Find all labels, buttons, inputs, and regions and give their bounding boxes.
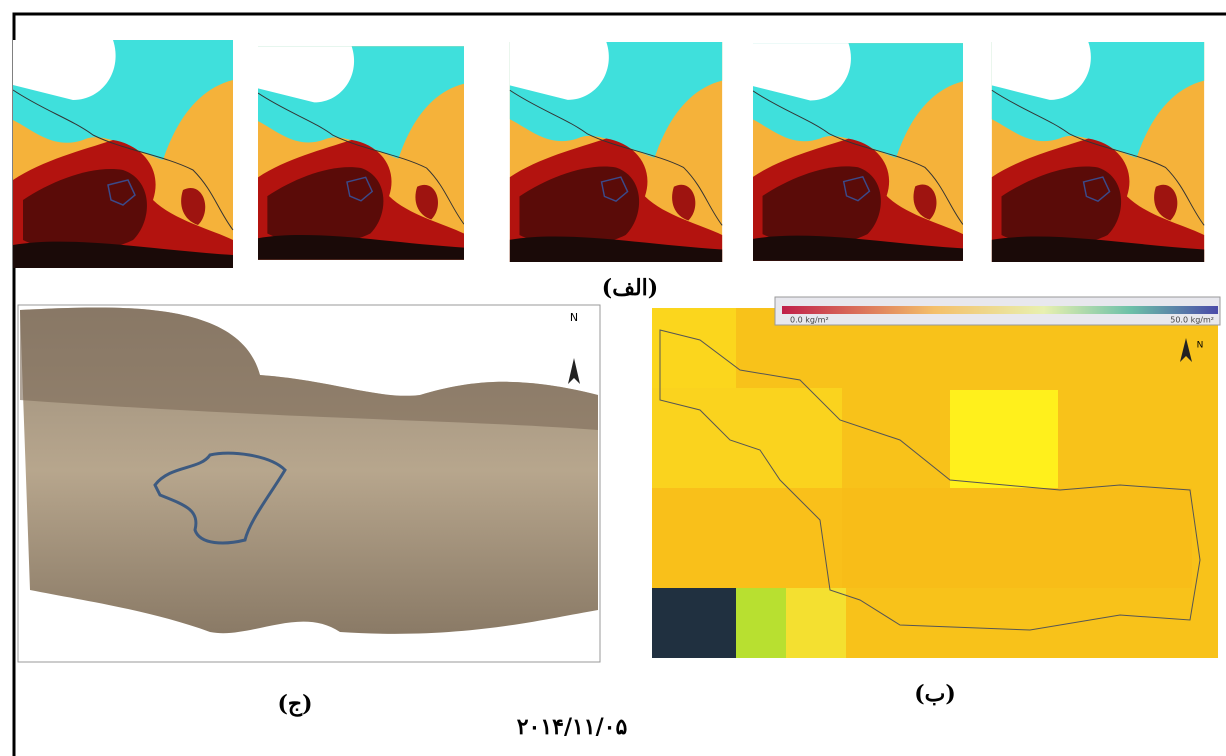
north-label: N xyxy=(570,311,578,324)
cell xyxy=(842,488,1192,588)
cell xyxy=(652,388,842,488)
panel-label: (ب) xyxy=(914,681,956,707)
dust-map xyxy=(13,40,233,268)
date: ۲۰۱۴/۱۱/۰۵ xyxy=(517,714,628,740)
cell xyxy=(950,390,1058,490)
panel-label: (ج) xyxy=(277,691,312,717)
colorbar-min: 0.0 kg/m² xyxy=(790,316,829,325)
cell xyxy=(652,308,736,388)
figure: (الف) N 0.0 kg/m² 50.0 kg/m² N (ج) (ب) ۲… xyxy=(0,0,1226,756)
cell xyxy=(652,588,736,658)
dust-map xyxy=(258,46,464,259)
colorbar-max: 50.0 kg/m² xyxy=(1170,316,1214,325)
north-label: N xyxy=(1197,341,1204,351)
panel-label: (الف) xyxy=(602,275,658,301)
cell xyxy=(652,488,842,588)
cell xyxy=(786,588,846,658)
satellite-panel: N xyxy=(18,305,600,662)
cell xyxy=(736,588,786,658)
dust-map xyxy=(992,42,1204,262)
colorbar xyxy=(782,306,1218,314)
dust-map xyxy=(510,42,722,262)
grid-panel: 0.0 kg/m² 50.0 kg/m² N xyxy=(652,297,1220,658)
dust-map xyxy=(753,43,963,261)
